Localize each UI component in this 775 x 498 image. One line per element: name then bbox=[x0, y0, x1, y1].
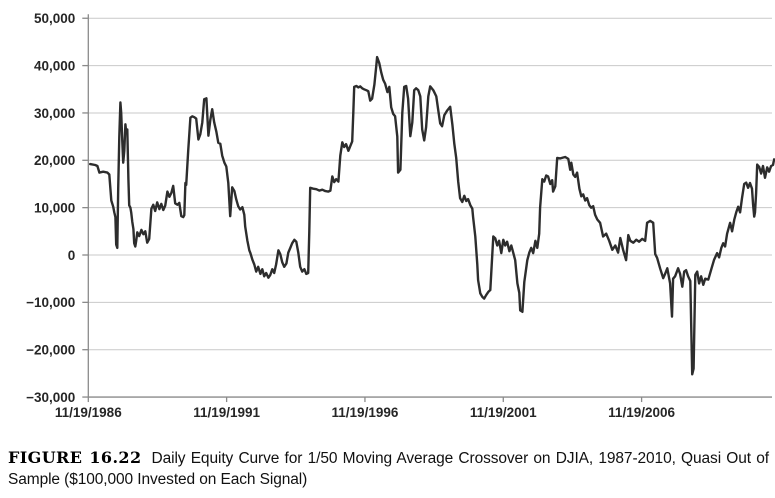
y-tick-label--30000: −30,000 bbox=[26, 390, 75, 405]
y-tick-label--20000: −20,000 bbox=[26, 343, 75, 358]
y-tick-label-40000: 40,000 bbox=[34, 58, 75, 73]
y-tick-label-20000: 20,000 bbox=[34, 153, 75, 168]
y-tick-label-10000: 10,000 bbox=[34, 201, 75, 216]
x-tick-label-11/19/1986: 11/19/1986 bbox=[55, 405, 122, 420]
y-tick-label-30000: 30,000 bbox=[34, 106, 75, 121]
y-tick-label-50000: 50,000 bbox=[34, 11, 75, 26]
x-tick-label-11/19/1991: 11/19/1991 bbox=[193, 405, 260, 420]
figure-caption-label: FIGURE 16.22 bbox=[8, 448, 142, 467]
y-tick-label--10000: −10,000 bbox=[26, 295, 75, 310]
y-tick-label-0: 0 bbox=[68, 248, 76, 263]
equity-curve-line bbox=[88, 55, 775, 376]
x-tick-label-11/19/1996: 11/19/1996 bbox=[332, 405, 399, 420]
chart-canvas: 50,000 40,000 30,000 20,000 10,000 0 −10,000 −2… bbox=[26, 11, 775, 420]
equity-curve-chart: 50,000 40,000 30,000 20,000 10,000 0 −10,000 −2… bbox=[26, 11, 775, 420]
x-tick-label-11/19/2001: 11/19/2001 bbox=[470, 405, 537, 420]
x-tick-label-11/19/2006: 11/19/2006 bbox=[608, 405, 675, 420]
figure-caption: FIGURE 16.22 Daily Equity Curve for 1/50 … bbox=[8, 447, 769, 490]
figure-caption-text: Daily Equity Curve for 1/50 Moving Avera… bbox=[8, 450, 769, 488]
